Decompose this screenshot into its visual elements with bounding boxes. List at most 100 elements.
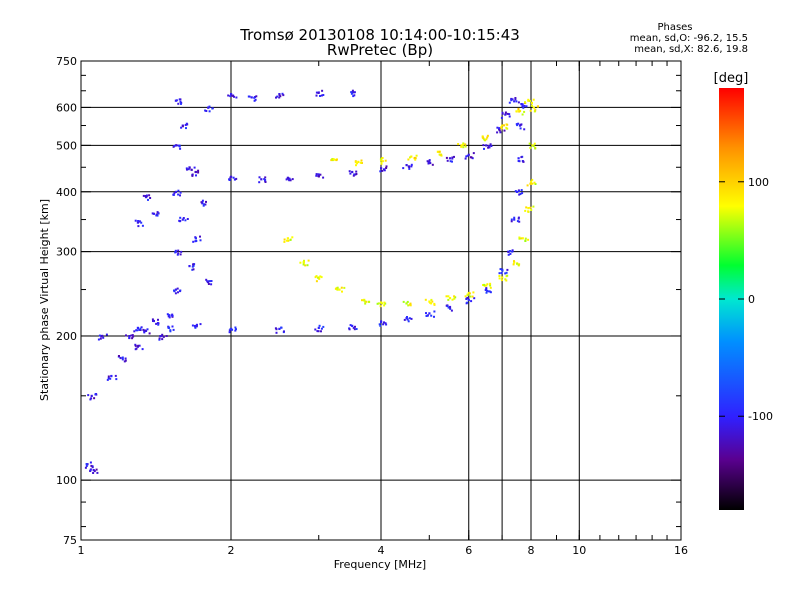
data-point-scatter xyxy=(92,472,95,474)
data-point-scatter xyxy=(518,110,521,113)
data-point-scatter xyxy=(498,272,501,275)
data-point-scatter xyxy=(462,146,465,149)
data-point-scatter xyxy=(461,143,464,146)
data-point xyxy=(317,326,320,329)
data-point-scatter xyxy=(331,158,334,160)
data-point-scatter xyxy=(172,193,175,196)
data-point-scatter xyxy=(361,299,363,302)
data-point-scatter xyxy=(155,322,158,325)
data-point-scatter xyxy=(402,300,405,303)
data-point-scatter xyxy=(472,291,475,294)
data-point-scatter xyxy=(278,94,281,97)
data-point-scatter xyxy=(235,328,237,331)
y-tick-label: 400 xyxy=(56,186,77,199)
data-point-scatter xyxy=(379,324,382,327)
data-point xyxy=(517,157,520,160)
data-point-scatter xyxy=(96,471,99,474)
data-point-scatter xyxy=(134,348,137,351)
data-point-scatter xyxy=(385,323,388,326)
data-point-scatter xyxy=(291,236,294,239)
data-point-scatter xyxy=(191,173,194,176)
data-point-scatter xyxy=(200,201,203,204)
plot-frame xyxy=(80,60,682,541)
phase-stats-o: mean, sd,O: -96.2, 15.5 xyxy=(629,33,748,44)
data-point-scatter xyxy=(424,298,427,301)
data-point-scatter xyxy=(471,157,474,160)
data-point-scatter xyxy=(449,160,452,163)
data-point-scatter xyxy=(141,348,144,351)
data-point-scatter xyxy=(208,105,211,108)
data-point-scatter xyxy=(518,220,521,223)
data-point-scatter xyxy=(510,218,513,221)
data-point-scatter xyxy=(156,322,159,324)
data-point-scatter xyxy=(473,297,476,300)
data-point-scatter xyxy=(319,275,322,278)
data-point xyxy=(338,288,341,291)
data-point-scatter xyxy=(415,154,418,157)
data-point-scatter xyxy=(90,464,93,467)
data-point-scatter xyxy=(519,123,522,126)
data-point-scatter xyxy=(524,101,526,104)
data-point-scatter xyxy=(489,286,492,289)
data-point-scatter xyxy=(354,325,356,328)
data-point-scatter xyxy=(121,356,124,359)
data-point-scatter xyxy=(85,463,88,465)
data-point-scatter xyxy=(533,142,536,145)
data-point xyxy=(188,265,191,268)
data-point-scatter xyxy=(282,94,285,97)
data-point-scatter xyxy=(161,333,164,336)
data-point-scatter xyxy=(162,335,165,338)
data-point-scatter xyxy=(318,277,321,280)
data-point-scatter xyxy=(515,123,518,126)
data-point-scatter xyxy=(377,302,380,305)
data-point xyxy=(501,276,504,279)
data-point-scatter xyxy=(483,138,486,141)
data-point-scatter xyxy=(134,344,137,347)
data-point-scatter xyxy=(174,251,177,254)
data-point-scatter xyxy=(314,328,317,331)
data-point-scatter xyxy=(352,174,355,177)
data-point-scatter xyxy=(157,323,160,326)
data-point xyxy=(278,327,281,330)
data-point-scatter xyxy=(451,160,453,163)
data-point-scatter xyxy=(280,326,283,329)
data-point-scatter xyxy=(228,331,231,334)
data-point-scatter xyxy=(525,206,528,209)
data-point-scatter xyxy=(195,174,197,177)
data-point xyxy=(448,297,452,300)
data-point xyxy=(521,237,524,240)
colorbar-label: [deg] xyxy=(714,71,749,86)
data-point-scatter xyxy=(317,175,320,178)
data-point-scatter xyxy=(519,193,522,195)
data-point xyxy=(92,469,95,472)
data-point-scatter xyxy=(109,377,112,380)
data-point-scatter xyxy=(105,333,108,336)
data-point-scatter xyxy=(517,263,520,266)
data-point-scatter xyxy=(125,334,127,337)
data-point-scatter xyxy=(482,144,485,147)
data-point-scatter xyxy=(428,159,431,162)
data-point-scatter xyxy=(445,295,448,298)
data-point-scatter xyxy=(483,283,486,286)
data-point-scatter xyxy=(322,176,325,179)
colorbar-tick-label: 100 xyxy=(748,176,769,189)
data-point-scatter xyxy=(172,328,175,331)
chart-subtitle: RwPretec (Bp) xyxy=(326,41,434,59)
data-point-scatter xyxy=(107,375,110,378)
data-point-scatter xyxy=(518,190,521,193)
data-point-scatter xyxy=(508,113,511,116)
data-point xyxy=(504,113,507,116)
data-point-scatter xyxy=(380,320,383,323)
x-tick-label: 16 xyxy=(674,544,688,557)
data-point-scatter xyxy=(173,290,176,293)
data-point-scatter xyxy=(166,313,169,316)
data-point-scatter xyxy=(186,123,189,126)
data-point-scatter xyxy=(517,101,520,104)
data-point-scatter xyxy=(532,205,535,208)
data-point-scatter xyxy=(138,328,141,331)
data-point-scatter xyxy=(467,296,470,299)
data-point-scatter xyxy=(102,336,105,339)
data-point-scatter xyxy=(285,239,288,242)
data-point-scatter xyxy=(481,135,484,138)
data-point-scatter xyxy=(517,217,520,220)
